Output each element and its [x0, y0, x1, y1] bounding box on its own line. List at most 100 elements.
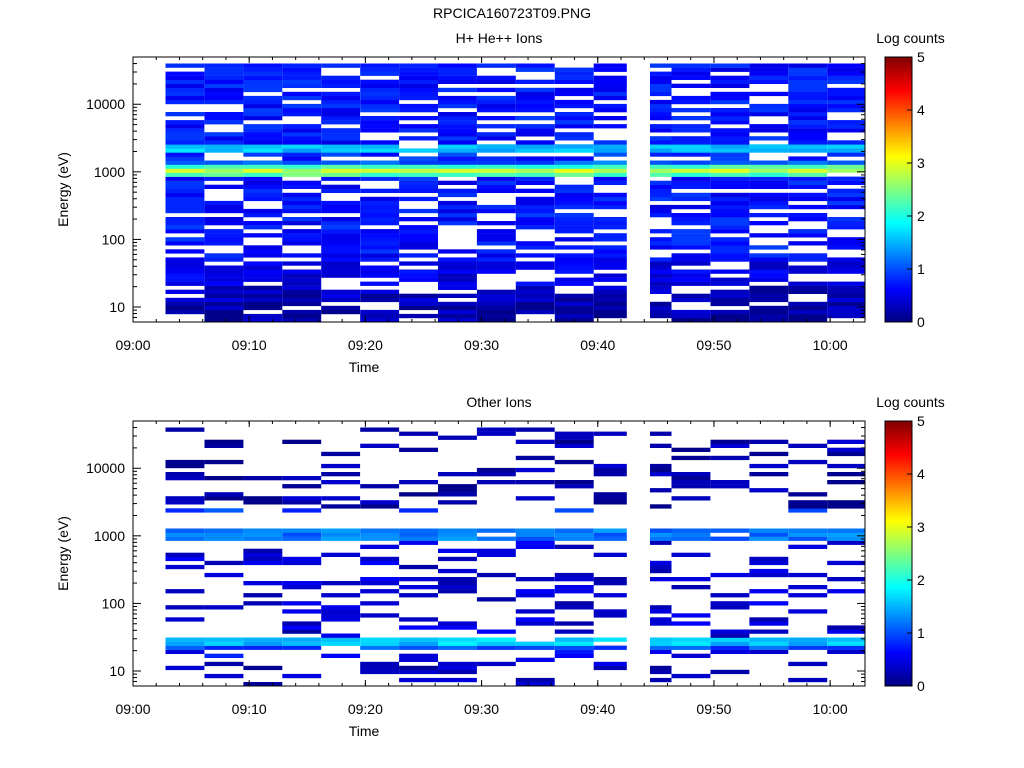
heatmap-cell [554, 431, 594, 436]
heatmap-cell [204, 144, 244, 149]
heatmap-cell [165, 556, 205, 562]
heatmap-cell [650, 136, 672, 141]
heatmap-cell [321, 265, 361, 270]
heatmap-cell [165, 180, 205, 185]
heatmap-cell [243, 665, 283, 671]
heatmap-cell [515, 544, 555, 549]
heatmap-cell [165, 637, 205, 642]
heatmap-cell [749, 589, 789, 594]
heatmap-cell [650, 564, 672, 570]
heatmap-cell [438, 484, 477, 489]
heatmap-cell [593, 301, 627, 307]
heatmap-cell [321, 593, 361, 598]
heatmap-cell [710, 257, 750, 262]
heatmap-cell [243, 476, 283, 481]
y-tick-label: 10 [109, 299, 125, 315]
x-axis: 09:00 09:10 09:20 09:30 09:40 09:50 10:00 [115, 421, 854, 717]
heatmap-cell [710, 443, 750, 448]
heatmap-cell [282, 75, 322, 80]
heatmap-cell [710, 144, 750, 149]
heatmap-cell [671, 99, 711, 105]
heatmap-cell [650, 148, 672, 153]
colorbar-label: Log counts [876, 394, 945, 410]
heatmap-cell [282, 144, 322, 149]
heatmap-cell [788, 572, 828, 578]
heatmap-cell [165, 589, 205, 594]
heatmap-cell [827, 188, 865, 193]
heatmap-cell [282, 277, 322, 282]
heatmap-cell [671, 257, 711, 262]
heatmap-cell [360, 152, 400, 157]
heatmap-cell [554, 443, 594, 448]
heatmap-cell [282, 136, 322, 141]
heatmap-cell [671, 67, 711, 72]
heatmap-cell [788, 641, 828, 646]
heatmap-cell [476, 188, 516, 193]
heatmap-cell [710, 241, 750, 246]
heatmap-cell [710, 91, 750, 97]
heatmap-cell [671, 217, 711, 222]
heatmap-cell [671, 496, 711, 501]
heatmap-cell [788, 532, 828, 537]
heatmap-cell [650, 467, 672, 473]
heatmap-cell [515, 682, 555, 687]
colorbar-tick-label: 1 [917, 261, 925, 277]
heatmap-cell [593, 140, 627, 145]
heatmap-cell [321, 95, 361, 101]
heatmap-cell [476, 641, 516, 646]
heatmap-cell [321, 152, 361, 157]
heatmap-cell [650, 313, 672, 319]
heatmap-cell [204, 120, 244, 125]
heatmap-cell [650, 196, 672, 202]
heatmap-cell [204, 661, 244, 667]
heatmap-cell [321, 289, 361, 294]
heatmap-cell [788, 63, 828, 68]
heatmap-cell [360, 269, 400, 274]
heatmap-cell [710, 217, 750, 222]
heatmap-cell [710, 281, 750, 286]
heatmap-cell [671, 273, 711, 278]
heatmap-cell [399, 625, 438, 630]
y-tick-label: 1000 [94, 528, 125, 544]
heatmap-cell [788, 196, 828, 202]
heatmap-cell [399, 176, 438, 181]
heatmap-cell [827, 241, 865, 246]
heatmap-cell [282, 67, 322, 72]
heatmap-cell [671, 637, 711, 642]
heatmap-cell [165, 277, 205, 282]
heatmap-cell [321, 229, 361, 234]
heatmap-cell [204, 257, 244, 262]
heatmap-cell [671, 172, 711, 177]
heatmap-cell [282, 625, 322, 630]
heatmap-cell [671, 313, 711, 319]
heatmap-cell [827, 540, 865, 545]
heatmap-cell [321, 200, 361, 206]
heatmap-cell [282, 318, 322, 323]
heatmap-cell [710, 176, 750, 181]
heatmap-cell [593, 577, 627, 582]
heatmap-cell [827, 528, 865, 533]
heatmap-cell [593, 176, 627, 181]
heatmap-cell [554, 217, 594, 222]
heatmap-cell [515, 305, 555, 311]
heatmap-cell [399, 431, 438, 436]
heatmap-cell [671, 75, 711, 80]
heatmap-cell [438, 136, 477, 141]
heatmap-cell [360, 257, 400, 262]
heatmap-cell [593, 83, 627, 88]
heatmap-cell [710, 289, 750, 294]
heatmap-cell [515, 621, 555, 626]
heatmap-cell [788, 233, 828, 238]
heatmap-cell [710, 301, 750, 307]
heatmap-cell [360, 164, 400, 169]
heatmap-cell [554, 192, 594, 198]
heatmap-cell [360, 108, 400, 113]
heatmap-cell [243, 297, 283, 303]
heatmap-cell [827, 536, 865, 541]
heatmap-cell [554, 99, 594, 105]
heatmap-cell [243, 128, 283, 133]
heatmap-cell [650, 237, 672, 242]
heatmap-cell [710, 293, 750, 298]
heatmap-cell [671, 621, 711, 626]
heatmap-cell [827, 447, 865, 452]
